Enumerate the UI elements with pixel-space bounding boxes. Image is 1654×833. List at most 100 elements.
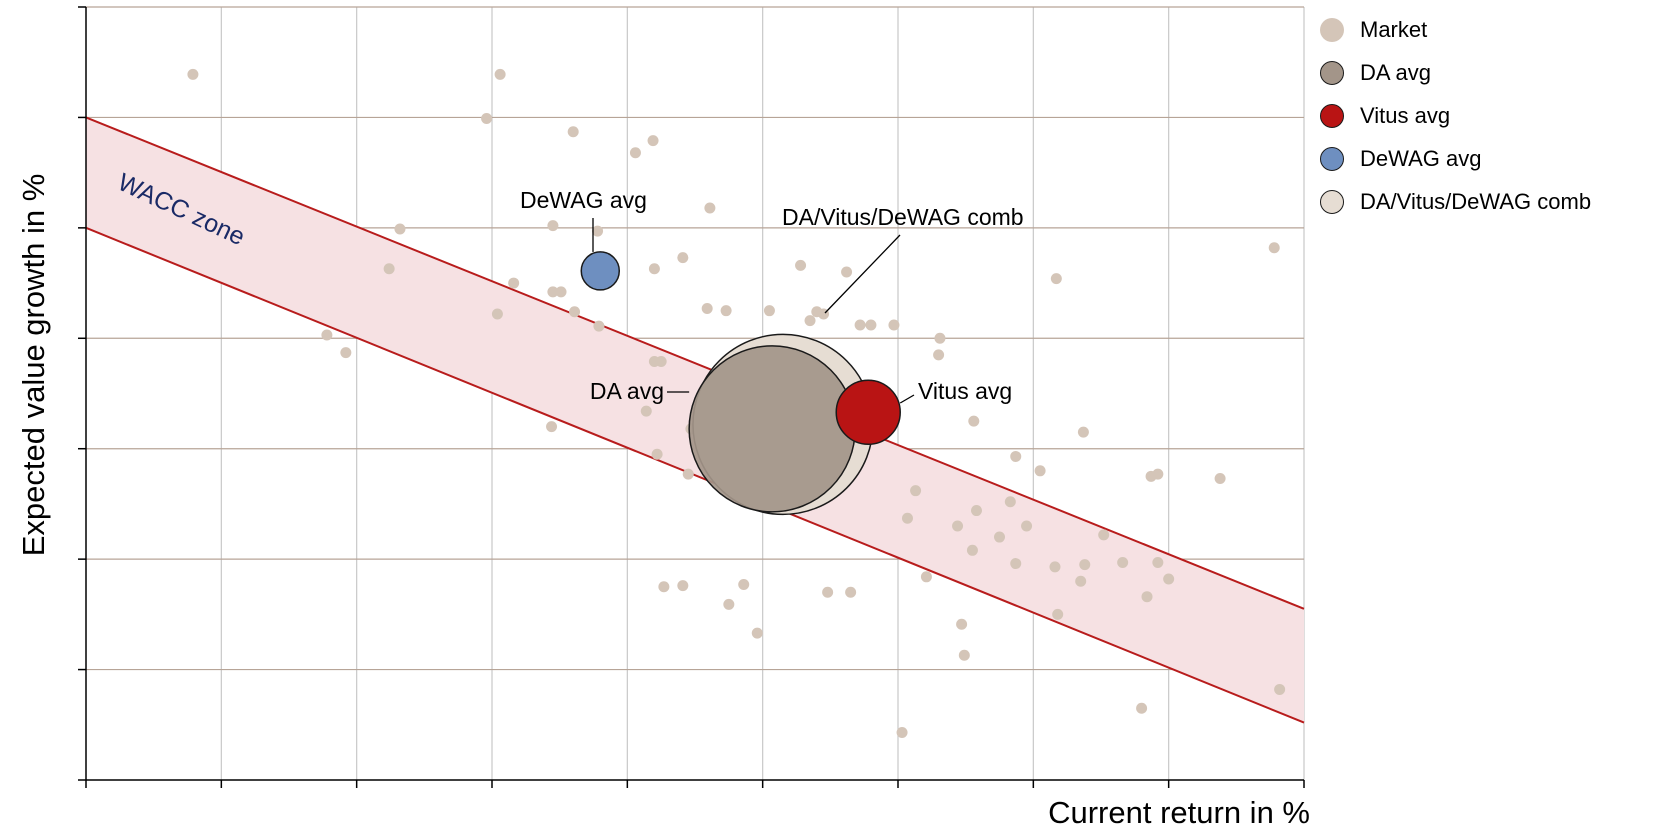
market-point	[956, 618, 968, 630]
legend-item: DA/Vitus/DeWAG comb	[1318, 180, 1652, 223]
market-point	[655, 355, 667, 367]
annotation-leader-line	[824, 234, 901, 314]
market-point	[629, 147, 641, 159]
legend-item: DA avg	[1318, 51, 1652, 94]
market-point	[682, 468, 694, 480]
market-point	[1034, 465, 1046, 477]
market-point	[701, 302, 713, 314]
market-point	[968, 415, 980, 427]
market-point	[933, 349, 945, 361]
wacc-lower-line	[85, 226, 1305, 724]
legend-label: DeWAG avg	[1360, 145, 1482, 171]
market-point	[647, 135, 659, 147]
market-point	[593, 320, 605, 332]
market-point	[494, 68, 506, 80]
market-point	[1052, 608, 1064, 620]
y-axis-title: Expected value growth in %	[16, 173, 51, 557]
market-point	[1268, 242, 1280, 254]
market-point	[1214, 473, 1226, 485]
market-point	[677, 252, 689, 264]
market-point	[822, 586, 834, 598]
market-point	[751, 627, 763, 639]
legend-label: DA/Vitus/DeWAG comb	[1360, 188, 1592, 214]
annotations: DeWAG avg DA/Vitus/DeWAG comb DA avg Vitus …	[520, 187, 1024, 404]
dewag-avg-bubble	[580, 251, 621, 291]
market-point	[569, 306, 581, 318]
market-point	[640, 405, 652, 417]
market-point	[854, 319, 866, 331]
market-point	[592, 225, 604, 237]
market-point	[1152, 468, 1164, 480]
market-point	[481, 113, 493, 125]
market-point	[970, 505, 982, 517]
annotation-label: DeWAG avg	[520, 187, 647, 213]
legend-swatch	[1320, 103, 1344, 128]
market-point	[677, 580, 689, 592]
market-point	[567, 126, 579, 138]
market-point	[920, 571, 932, 583]
market-point	[1079, 559, 1091, 571]
market-point	[888, 319, 900, 331]
market-point	[845, 586, 857, 598]
market-point	[966, 544, 978, 556]
market-point	[383, 263, 395, 275]
market-point	[508, 277, 520, 289]
market-point	[658, 581, 670, 593]
market-point	[555, 286, 567, 298]
market-point	[1152, 556, 1164, 568]
market-point	[723, 598, 735, 610]
market-point	[738, 579, 750, 591]
market-point	[994, 531, 1005, 543]
market-point	[910, 485, 922, 497]
market-point	[491, 308, 503, 320]
legend-swatch	[1320, 17, 1344, 42]
market-point	[1141, 591, 1153, 603]
market-point	[1010, 450, 1022, 462]
market-point	[1075, 575, 1087, 587]
annotation-label: Vitus avg	[918, 378, 1012, 404]
legend-swatch	[1320, 146, 1344, 171]
vitus-avg-bubble	[835, 379, 901, 446]
market-point	[763, 305, 775, 317]
market-point	[1004, 496, 1016, 508]
market-point	[1163, 573, 1175, 585]
market-point	[651, 448, 663, 460]
wacc-upper-line	[85, 116, 1305, 610]
market-point	[187, 68, 199, 80]
market-point	[952, 520, 964, 532]
axes	[78, 6, 1305, 788]
market-point	[547, 220, 559, 232]
legend-label: DA avg	[1360, 59, 1431, 85]
market-point	[1117, 556, 1129, 568]
market-point	[934, 332, 946, 344]
market-point	[901, 512, 913, 524]
market-point	[321, 329, 333, 341]
annotation-leader-line	[899, 394, 915, 404]
market-point	[1098, 529, 1110, 541]
market-point	[1077, 426, 1089, 438]
market-point	[804, 315, 816, 327]
market-point	[1021, 520, 1033, 532]
legend-label: Vitus avg	[1360, 102, 1451, 128]
market-point	[958, 649, 970, 661]
x-axis-title: Current return in %	[1048, 795, 1310, 830]
market-point	[1274, 683, 1286, 695]
market-point	[648, 263, 660, 275]
annotation-label: DA avg	[590, 378, 664, 404]
market-point	[546, 421, 558, 433]
legend-item: DeWAG avg	[1318, 137, 1652, 180]
legend-swatch	[1320, 60, 1344, 85]
market-point	[795, 259, 807, 271]
market-point	[1050, 273, 1062, 285]
annotation-label: DA/Vitus/DeWAG comb	[782, 204, 1024, 230]
market-point	[865, 319, 877, 331]
market-point	[1049, 561, 1061, 573]
average-bubbles	[580, 251, 901, 516]
legend-label: Market	[1360, 16, 1428, 42]
da-avg-bubble	[688, 345, 856, 513]
legend-swatch	[1320, 189, 1344, 214]
market-point	[547, 286, 559, 298]
market-point	[394, 223, 406, 235]
market-point	[340, 347, 352, 359]
